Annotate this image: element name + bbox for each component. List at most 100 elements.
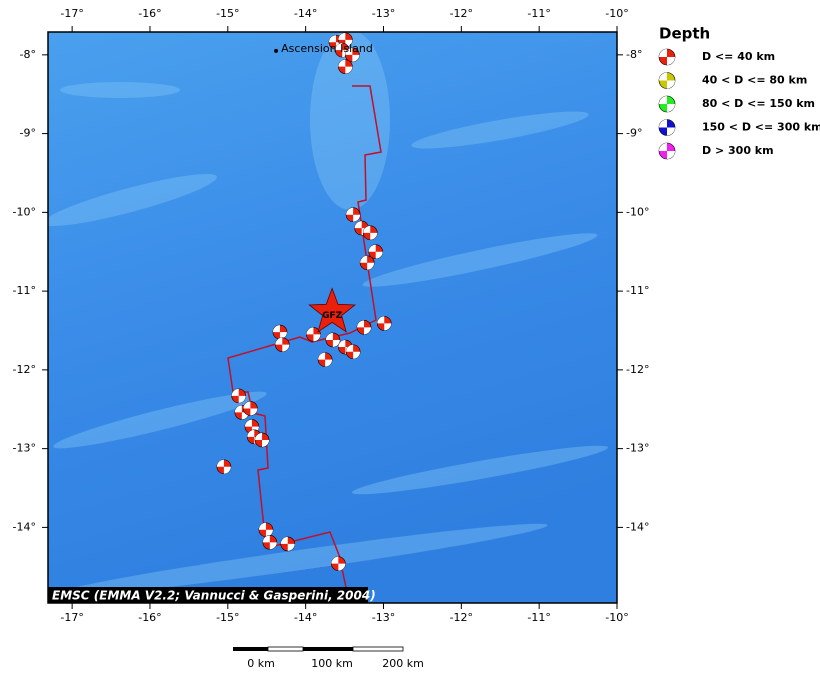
lon-tick-label: -15°	[216, 7, 239, 20]
legend-label: D > 300 km	[702, 144, 774, 157]
island	[274, 48, 279, 53]
earthquake	[272, 324, 288, 340]
earthquake	[262, 535, 278, 550]
earthquake	[376, 316, 392, 331]
ball-quadrant	[659, 143, 675, 159]
ball-quadrant	[234, 405, 249, 420]
lat-tick-label: -13°	[13, 442, 36, 455]
earthquake	[254, 432, 270, 448]
lon-tick-label: -10°	[605, 7, 628, 20]
earthquake	[231, 388, 247, 404]
lat-tick-label: -14°	[13, 520, 36, 533]
scale-label: 200 km	[382, 657, 424, 670]
earthquake	[258, 522, 274, 538]
lat-tick-label: -9°	[626, 127, 642, 140]
ball-quadrant	[377, 316, 392, 331]
ball-quadrant	[346, 207, 361, 222]
ball-quadrant	[357, 320, 372, 335]
epicenter-star	[308, 287, 356, 333]
lat-tick-label: -11°	[13, 284, 36, 297]
scale-label: 100 km	[311, 657, 353, 670]
lon-tick-label: -12°	[450, 7, 473, 20]
legend-label: 150 < D <= 300 km	[702, 121, 820, 134]
ball-quadrant	[280, 536, 295, 551]
lat-tick-label: -10°	[626, 205, 649, 218]
legend-symbol	[658, 119, 676, 136]
ball-quadrant	[231, 388, 246, 403]
ball-quadrant	[262, 535, 277, 550]
earthquake	[345, 344, 361, 360]
epicenter-label: GFZ	[322, 311, 343, 321]
lat-tick-label: -11°	[626, 284, 649, 297]
earthquake	[345, 207, 361, 223]
legend-symbol	[658, 142, 676, 160]
scale-segment	[233, 647, 268, 651]
ball-quadrant	[346, 344, 361, 359]
ball-quadrant	[360, 255, 375, 270]
ball-quadrant	[345, 47, 360, 62]
earthquake	[368, 244, 384, 260]
ball-quadrant	[306, 327, 321, 342]
ball-quadrant	[338, 32, 353, 47]
earthquake	[359, 255, 375, 271]
lon-tick-label: -14°	[294, 611, 317, 624]
ball-quadrant	[216, 459, 231, 474]
plate-boundary	[227, 85, 382, 593]
earthquake	[306, 327, 321, 342]
lat-tick-label: -8°	[20, 48, 36, 61]
relief	[48, 32, 609, 597]
lon-tick-label: -16°	[138, 611, 161, 624]
island-label: Ascension Island	[281, 42, 373, 55]
lon-tick-label: -15°	[216, 611, 239, 624]
credit-box	[48, 587, 368, 603]
ball-quadrant	[659, 72, 675, 89]
ball-quadrant	[659, 49, 675, 65]
legend-symbol	[658, 95, 676, 113]
lat-tick-label: -14°	[626, 520, 649, 533]
lon-tick-label: -16°	[138, 7, 161, 20]
earthquake	[280, 536, 296, 552]
legend-label: 40 < D <= 80 km	[702, 74, 807, 87]
earthquake	[338, 59, 353, 74]
lon-tick-label: -12°	[450, 611, 473, 624]
lon-tick-label: -13°	[372, 611, 395, 624]
lat-tick-label: -12°	[626, 363, 649, 376]
ball-quadrant	[368, 244, 383, 259]
scale-segment	[352, 646, 404, 652]
ball-quadrant	[258, 522, 273, 537]
ball-quadrant	[243, 401, 258, 416]
scale-label: 0 km	[247, 657, 275, 670]
earthquake	[243, 401, 258, 416]
ball-quadrant	[275, 337, 290, 352]
lat-tick-label: -10°	[13, 205, 36, 218]
lon-tick-label: -11°	[527, 611, 550, 624]
lon-tick-label: -17°	[60, 611, 83, 624]
earthquake	[274, 337, 290, 352]
legend-label: 80 < D <= 150 km	[702, 97, 815, 110]
ball-quadrant	[338, 59, 353, 74]
earthquake	[325, 332, 341, 348]
earthquake	[216, 459, 232, 475]
ball-quadrant	[318, 352, 333, 367]
lat-tick-label: -8°	[626, 48, 642, 61]
lat-tick-label: -9°	[20, 127, 36, 140]
legend-label: D <= 40 km	[702, 50, 775, 63]
earthquake	[317, 352, 333, 367]
lat-tick-label: -12°	[13, 363, 36, 376]
ball-quadrant	[659, 119, 675, 136]
earthquake	[356, 320, 372, 335]
earthquake	[345, 47, 360, 63]
ball-quadrant	[659, 96, 675, 112]
ball-quadrant	[325, 332, 340, 347]
ball-quadrant	[272, 325, 287, 340]
lon-tick-label: -14°	[294, 7, 317, 20]
lon-tick-label: -11°	[527, 7, 550, 20]
lat-tick-label: -13°	[626, 442, 649, 455]
lon-tick-label: -13°	[372, 7, 395, 20]
earthquake	[362, 225, 378, 241]
lon-tick-label: -10°	[605, 611, 628, 624]
ball-quadrant	[255, 432, 270, 447]
legend-symbol	[658, 48, 676, 66]
